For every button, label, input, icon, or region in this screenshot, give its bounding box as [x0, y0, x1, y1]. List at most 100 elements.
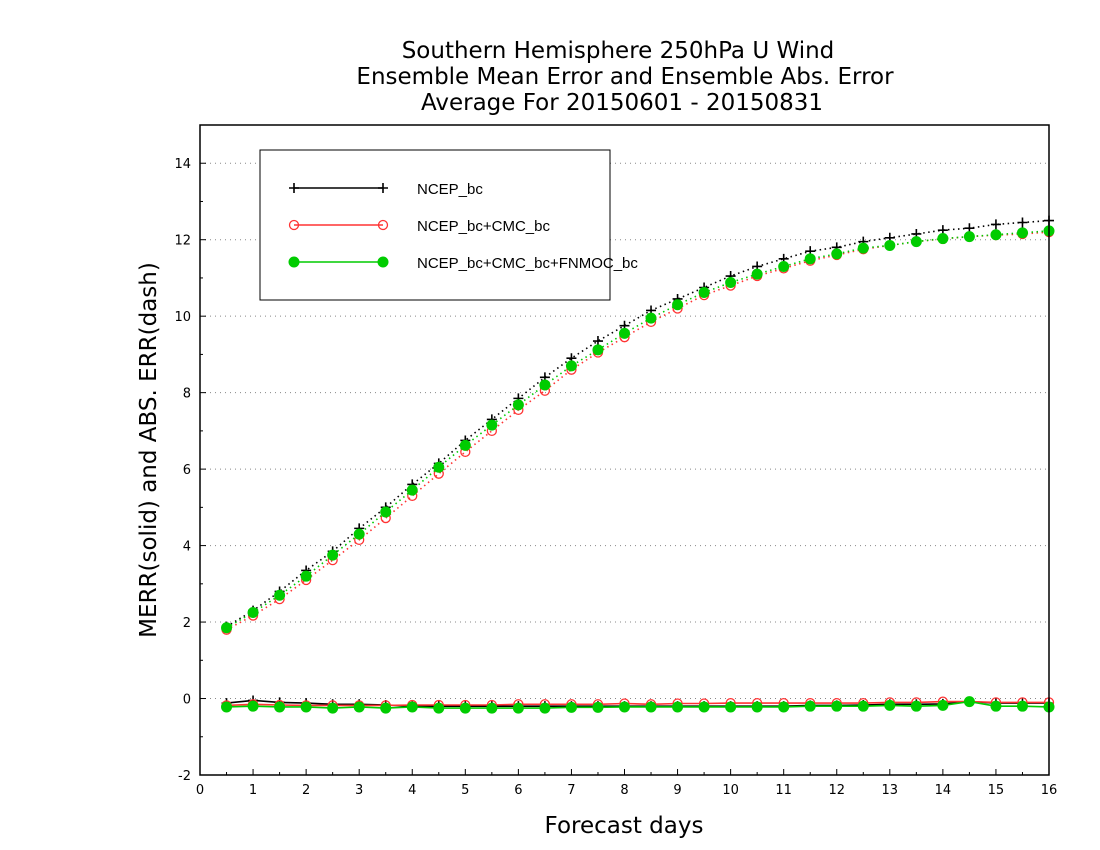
x-axis-label: Forecast days	[545, 813, 704, 839]
abs-err-point	[406, 484, 418, 496]
mean-err-point	[857, 700, 869, 712]
x-tick-label-11: 11	[775, 783, 792, 798]
abs-err-point	[778, 260, 790, 272]
abs-err-point	[645, 312, 657, 324]
chart-title-line-3: Average For 20150601 - 20150831	[421, 90, 823, 116]
legend-item-2: NCEP_bc+CMC_bc+FNMOC_bc	[288, 255, 638, 272]
abs-err-point	[1017, 217, 1028, 228]
legend-label-2: NCEP_bc+CMC_bc+FNMOC_bc	[417, 255, 638, 272]
mean-err-point	[645, 701, 657, 713]
y-tick-label-14: 14	[174, 157, 191, 172]
abs-err-point	[619, 327, 630, 339]
y-tick-label--2: -2	[178, 769, 191, 784]
mean-err-point	[778, 701, 790, 713]
mean-err-point	[327, 702, 339, 714]
mean-err-point	[539, 702, 551, 714]
x-tick-label-12: 12	[828, 783, 845, 798]
y-tick-label-8: 8	[183, 387, 191, 402]
chart-title-line-1: Southern Hemisphere 250hPa U Wind	[402, 38, 835, 64]
x-tick-label-13: 13	[882, 783, 899, 798]
x-tick-label-9: 9	[673, 783, 681, 798]
abs-err-point	[937, 233, 949, 245]
abs-err-point	[831, 248, 843, 260]
y-tick-label-10: 10	[174, 310, 191, 325]
abs-err-point	[300, 570, 312, 582]
y-tick-label-2: 2	[183, 616, 191, 631]
x-tick-label-7: 7	[567, 783, 575, 798]
legend-item-1: NCEP_bc+CMC_bc	[288, 218, 550, 235]
abs-err-point	[539, 379, 551, 391]
abs-err-point	[672, 299, 684, 311]
abs-err-line	[226, 219, 1050, 628]
mean-err-point	[884, 699, 896, 711]
abs-err-point	[910, 236, 922, 248]
x-tick-label-10: 10	[722, 783, 739, 798]
mean-err-point	[963, 696, 975, 708]
abs-err-point	[274, 589, 286, 601]
y-axis-label: MERR(solid) and ABS. ERR(dash)	[136, 262, 162, 638]
y-tick-label-0: 0	[183, 693, 191, 708]
x-tick-label-4: 4	[408, 783, 416, 798]
x-tick-label-6: 6	[514, 783, 522, 798]
mean-err-point	[619, 701, 630, 713]
mean-err-point	[406, 701, 418, 713]
abs-err-point	[565, 360, 577, 372]
x-tick-label-0: 0	[196, 783, 204, 798]
mean-err-point	[831, 700, 843, 712]
mean-err-point	[433, 702, 445, 714]
mean-err-point	[751, 701, 763, 713]
legend-marker	[378, 183, 388, 193]
abs-err-point	[459, 439, 471, 451]
y-tick-label-6: 6	[183, 463, 191, 478]
series-2	[221, 225, 1055, 714]
abs-err-point	[990, 219, 1001, 230]
mean-err-point	[1016, 700, 1028, 712]
legend-item-0: NCEP_bc	[289, 181, 483, 198]
abs-err-point	[857, 242, 869, 254]
mean-err-point	[486, 702, 498, 714]
x-tick-label-15: 15	[988, 783, 1005, 798]
y-tick-label-4: 4	[183, 540, 191, 555]
mean-err-point	[565, 701, 577, 713]
abs-err-point	[247, 607, 259, 618]
x-tick-label-2: 2	[302, 783, 310, 798]
mean-err-point	[274, 701, 286, 713]
mean-err-point	[937, 699, 949, 711]
x-tick-label-5: 5	[461, 783, 469, 798]
mean-err-point	[725, 701, 737, 713]
legend-marker	[288, 219, 300, 231]
abs-err-point	[512, 399, 524, 411]
x-tick-label-3: 3	[355, 783, 363, 798]
x-tick-label-1: 1	[249, 783, 257, 798]
abs-err-point	[433, 461, 445, 473]
series-layer	[221, 215, 1055, 714]
legend-marker	[289, 183, 299, 193]
legend-marker	[377, 219, 389, 231]
mean-err-point	[459, 702, 471, 714]
mean-err-point	[512, 702, 524, 714]
abs-err-point	[592, 344, 604, 356]
legend-marker	[377, 256, 389, 268]
abs-err-point	[804, 253, 816, 265]
mean-err-point	[672, 701, 684, 713]
mean-err-point	[592, 701, 604, 713]
mean-err-point	[247, 700, 259, 712]
mean-err-point	[380, 702, 392, 714]
abs-err-point	[353, 528, 365, 540]
abs-err-point	[1016, 227, 1028, 239]
legend-marker	[288, 256, 300, 268]
mean-err-point	[804, 700, 816, 712]
abs-err-line	[226, 230, 1050, 629]
abs-err-point	[327, 549, 339, 561]
abs-err-point	[698, 286, 710, 298]
legend-label-1: NCEP_bc+CMC_bc	[417, 218, 550, 235]
abs-err-point	[380, 506, 392, 518]
mean-err-point	[990, 700, 1002, 712]
x-tick-label-16: 16	[1041, 783, 1058, 798]
abs-err-point	[221, 622, 233, 634]
abs-err-point	[725, 277, 737, 289]
abs-err-point	[884, 239, 896, 251]
abs-err-point	[963, 231, 975, 243]
mean-err-point	[698, 701, 710, 713]
